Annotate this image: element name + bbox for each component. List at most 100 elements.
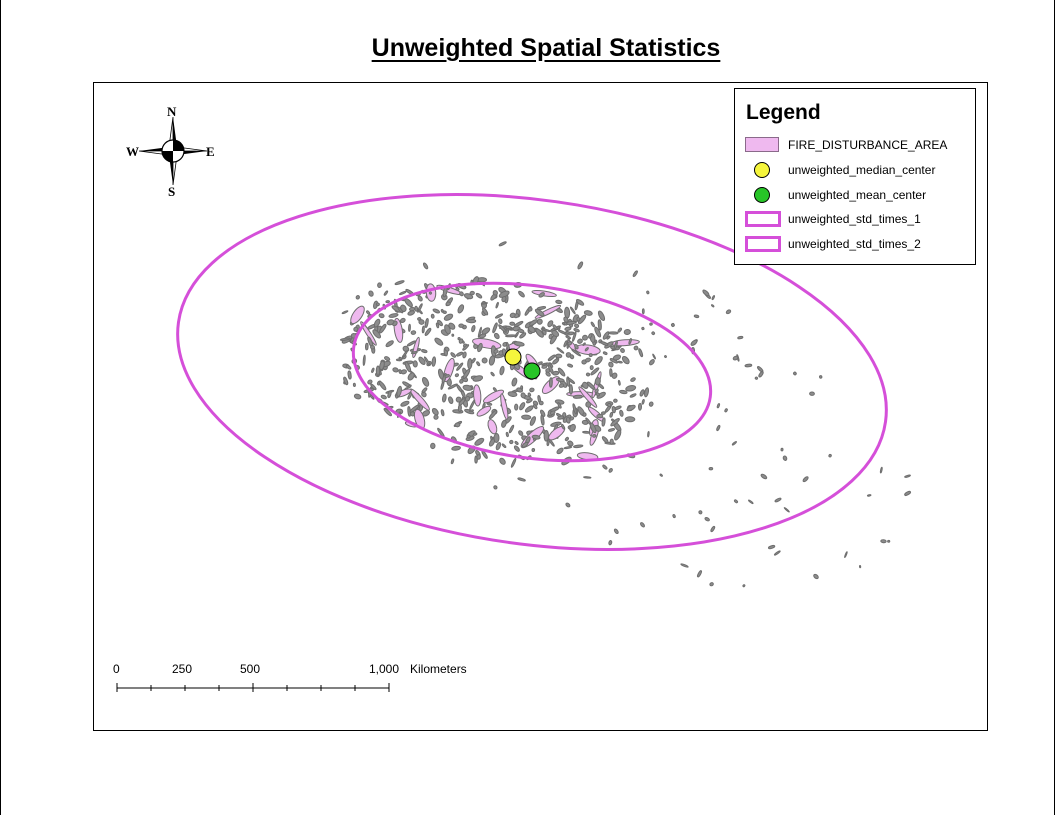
fire-polygon [462,344,470,351]
fire-polygon [565,330,570,334]
fire-polygon [724,408,728,413]
fire-polygon [541,364,548,369]
fire-polygon [693,314,700,319]
fire-polygon [555,299,563,305]
fire-polygon [572,394,583,399]
fire-polygon [582,412,587,417]
fire-polygon [594,326,602,338]
fire-polygon [407,372,415,381]
fire-polygon [672,514,676,519]
legend-label: unweighted_std_times_1 [788,212,921,226]
fire-polygon [462,351,467,359]
fire-polygon [440,409,445,417]
fire-polygon [422,262,429,270]
fire-polygon [481,327,491,335]
fire-polygon [458,323,465,328]
fire-polygon [567,440,574,447]
legend-item-fire: FIRE_DISTURBANCE_AREA [743,135,973,155]
fire-polygon [451,333,455,337]
fire-polygon [447,383,458,390]
scale-bar-graphic [116,683,390,692]
fire-polygon [638,348,644,358]
std-ellipse-1 [351,281,713,463]
fire-polygon [385,340,394,348]
fire-polygon [493,485,498,490]
fire-polygon [601,417,606,427]
fire-polygon [708,466,714,471]
fire-polygon [608,540,613,546]
legend-title: Legend [746,101,821,124]
fire-polygon [488,355,496,366]
fire-polygon [602,464,608,470]
legend-item-std2: unweighted_std_times_2 [743,234,973,254]
fire-polygon [617,327,623,333]
fire-polygon [529,387,535,393]
legend-item-mean: unweighted_mean_center [743,185,973,205]
fire-polygon [709,582,714,587]
fire-polygon [433,414,439,420]
fire-polygon [509,312,516,318]
scale-unit-label: Kilometers [410,662,467,676]
fire-polygon [494,313,504,319]
fire-polygon [614,429,622,441]
fire-polygon [464,395,471,402]
fire-polygon [557,367,566,377]
fire-polygon [604,341,614,349]
fire-polygon [355,295,360,300]
fire-polygon [578,386,598,408]
fire-polygon [459,291,464,297]
fire-polygon [514,441,519,445]
fire-polygon [711,295,716,301]
fire-polygon [399,317,406,323]
fire-polygon [535,328,544,338]
fire-polygon [431,407,439,416]
fire-polygon [617,360,623,364]
fire-polygon [469,399,476,411]
fire-polygon [367,379,373,385]
fire-polygon [501,443,507,448]
fire-polygon [547,354,556,362]
fire-polygon [565,416,571,424]
fire-polygon [477,342,483,353]
fire-polygon [619,389,628,395]
scale-label-1000: 1,000 [369,662,400,676]
fire-polygon [436,319,444,327]
fire-polygon [410,351,418,355]
fire-polygon [595,392,600,397]
fire-polygon [590,367,600,376]
fire-polygon [412,336,420,358]
scale-label-500: 500 [240,662,261,676]
fire-polygon [521,441,529,448]
map-canvas[interactable] [94,83,988,731]
fire-polygon [904,490,912,496]
fire-polygon [866,494,872,497]
compass-west-label: W [126,144,139,159]
fire-polygon [341,310,349,315]
fire-polygon [504,327,514,331]
fire-polygon [774,497,782,503]
fire-polygon [490,371,495,377]
fire-polygon [583,310,593,316]
fire-polygon [430,442,436,450]
fire-polygon [527,325,536,334]
fire-polygon [370,383,377,391]
fire-polygon [347,370,352,380]
fire-polygon [576,316,581,322]
fire-polygon [623,328,631,336]
fire-polygon [473,384,482,407]
fire-polygon [397,306,404,314]
fire-polygon [481,357,488,364]
fire-polygon [624,416,636,423]
fire-polygon [584,347,589,352]
fire-polygon [385,300,390,304]
map-frame[interactable] [93,82,988,731]
fire-polygon [421,349,428,354]
fire-polygon [690,339,698,346]
fire-polygon [754,376,759,380]
fire-polygon [594,388,599,394]
fire-polygon [567,377,576,384]
fire-polygon [518,430,524,436]
fire-polygon [564,326,572,331]
fire-polygon [702,289,710,297]
fire-polygon [432,308,441,314]
